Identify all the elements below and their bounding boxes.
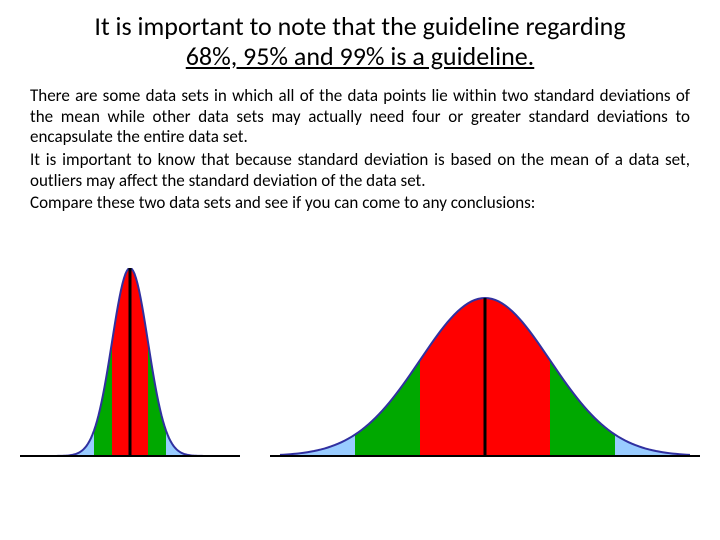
paragraph-2: It is important to know that because sta… [30, 150, 690, 191]
body-text: There are some data sets in which all of… [30, 86, 690, 214]
narrow-bell-chart [20, 268, 240, 478]
slide-title: It is important to note that the guideli… [30, 12, 690, 72]
wide-bell-chart [270, 268, 700, 478]
title-line1: It is important to note that the guideli… [94, 10, 625, 42]
charts-container [0, 268, 720, 478]
title-line2: 68%, 95% and 99% is a guideline. [186, 40, 535, 72]
paragraph-1: There are some data sets in which all of… [30, 86, 690, 148]
paragraph-3: Compare these two data sets and see if y… [30, 193, 690, 214]
wide-bell-svg [270, 268, 700, 468]
narrow-bell-svg [20, 268, 240, 468]
